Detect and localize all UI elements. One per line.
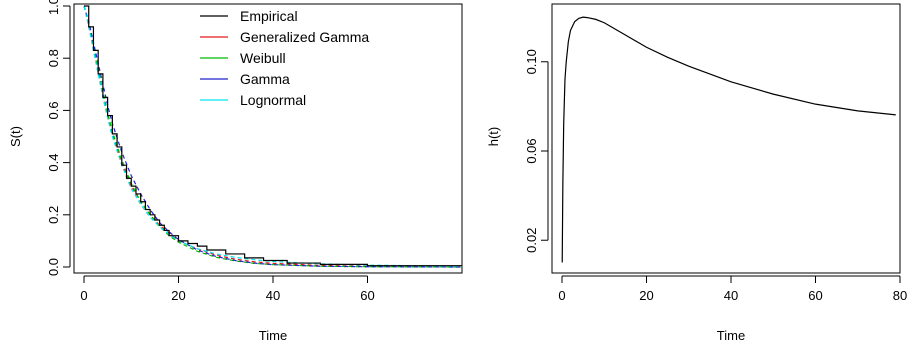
y-tick-label: 0.06 [524,138,539,163]
x-axis-label: Time [259,328,287,343]
legend-label: Weibull [240,50,286,66]
y-tick-label: 0.2 [46,206,61,224]
generalized-gamma-series-line [83,5,462,268]
x-tick-label: 0 [558,288,565,303]
legend-label: Generalized Gamma [240,29,369,45]
legend: Empirical Generalized Gamma Weibull Gamma Lo… [200,8,369,108]
x-tick-label: 40 [724,288,738,303]
y-tick-label: 0.02 [524,228,539,253]
y-axis-label: S(t) [8,126,23,147]
y-tick-label: 1.0 [46,0,61,15]
y-tick-label: 0.4 [46,154,61,172]
y-tick-label: 0.0 [46,258,61,276]
x-tick-label: 80 [893,288,907,303]
lognormal-series-line [83,5,462,267]
plot-frame [73,3,463,274]
chart-panel-2: 0 20 40 60 80 0.02 0.06 0.10 Time h(t) [486,3,907,343]
empirical-series-line [84,5,462,267]
y-tick-label: 0.10 [524,49,539,74]
x-tick-label: 60 [360,288,374,303]
legend-label: Gamma [240,71,290,87]
plot-frame [551,3,901,274]
x-axis-label: Time [717,328,745,343]
x-tick-label: 20 [639,288,653,303]
x-tick-label: 0 [80,288,87,303]
y-axis-label: h(t) [486,127,501,147]
legend-label: Lognormal [240,92,306,108]
chart-panel-1: 0 20 40 60 0.0 0.2 0.4 0.6 0.8 1.0 Time S(t) Empiric… [8,0,463,343]
hazard-series-line [561,16,896,263]
x-tick-label: 40 [266,288,280,303]
y-tick-label: 0.6 [46,101,61,119]
gamma-series-line [83,5,462,268]
y-tick-label: 0.8 [46,49,61,67]
legend-label: Empirical [240,8,298,24]
x-tick-label: 60 [808,288,822,303]
x-tick-label: 20 [171,288,185,303]
weibull-series-line [83,5,462,268]
